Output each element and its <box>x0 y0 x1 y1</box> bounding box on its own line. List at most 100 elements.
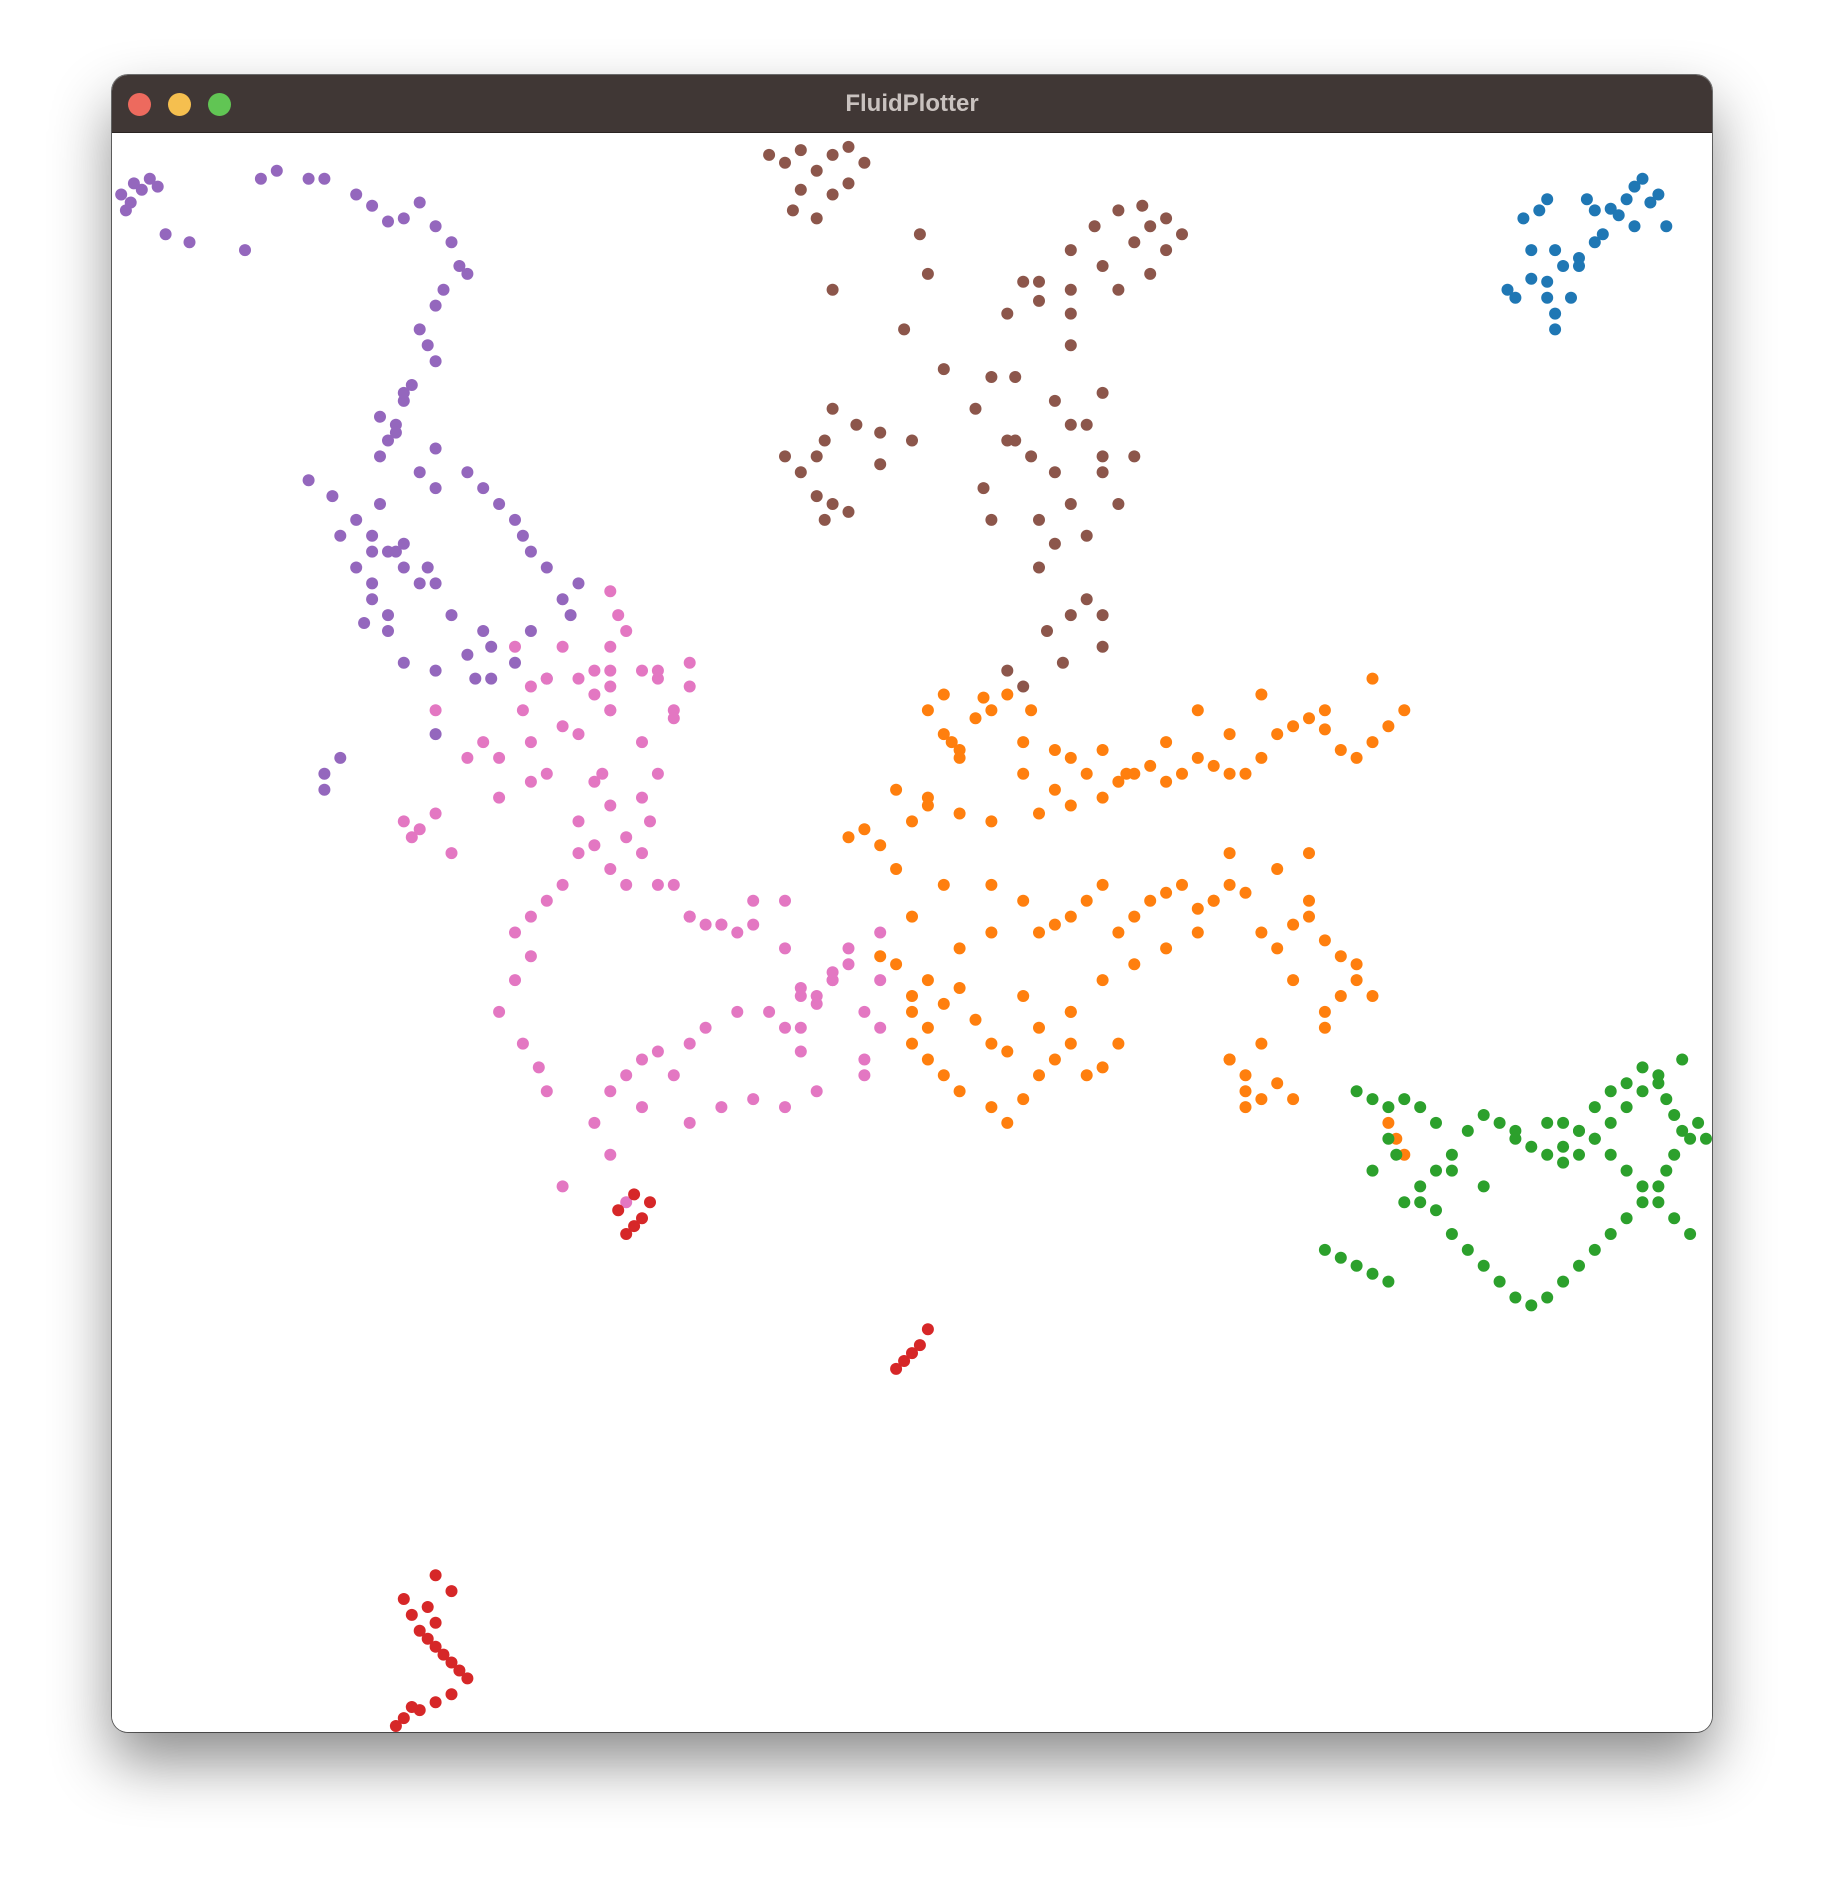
data-point <box>1652 188 1665 201</box>
data-point <box>1525 244 1538 257</box>
data-point <box>1239 1101 1252 1114</box>
data-point <box>326 490 339 503</box>
data-point <box>429 1616 442 1629</box>
data-point <box>874 926 887 939</box>
data-point <box>826 188 839 201</box>
data-point <box>1271 942 1284 955</box>
data-point <box>1636 1085 1649 1098</box>
data-point <box>493 1005 506 1018</box>
data-point <box>1668 1109 1681 1121</box>
data-point <box>1652 1196 1665 1209</box>
data-point <box>334 529 347 542</box>
data-point <box>572 577 585 590</box>
series-4 <box>842 672 1411 1161</box>
data-point <box>1588 204 1601 217</box>
data-point <box>1064 339 1077 352</box>
data-point <box>1223 767 1236 780</box>
data-point <box>1676 1124 1689 1137</box>
series-2 <box>115 164 585 796</box>
data-point <box>366 199 379 212</box>
data-point <box>1334 990 1347 1002</box>
data-point <box>1048 394 1061 407</box>
data-point <box>826 148 839 161</box>
data-point <box>683 656 696 669</box>
data-point <box>1628 220 1641 233</box>
data-point <box>826 498 839 510</box>
data-point <box>302 474 315 487</box>
data-point <box>1684 1228 1697 1240</box>
data-point <box>890 958 903 971</box>
data-point <box>1128 910 1141 923</box>
data-point <box>1017 736 1030 749</box>
data-point <box>842 831 855 844</box>
data-point <box>1525 1299 1538 1312</box>
data-point <box>810 1085 823 1098</box>
data-point <box>572 728 585 741</box>
data-point <box>779 450 791 463</box>
data-point <box>985 704 998 717</box>
data-point <box>429 1696 442 1709</box>
data-point <box>596 767 609 780</box>
data-point <box>556 1180 569 1193</box>
data-point <box>1033 513 1045 526</box>
title-bar[interactable]: FluidPlotter <box>112 75 1712 133</box>
data-point <box>516 1037 529 1050</box>
data-point <box>747 918 760 931</box>
data-point <box>1001 664 1014 677</box>
data-point <box>794 144 807 157</box>
data-point <box>1255 1093 1268 1106</box>
data-point <box>429 1640 442 1653</box>
data-point <box>953 942 966 955</box>
data-point <box>1064 283 1077 296</box>
data-point <box>1596 228 1609 241</box>
data-point <box>1573 260 1585 272</box>
zoom-button[interactable] <box>208 93 231 116</box>
data-point <box>620 1069 633 1082</box>
data-point <box>350 513 363 526</box>
data-point <box>842 505 855 518</box>
data-point <box>1017 275 1030 288</box>
data-point <box>1541 1116 1554 1129</box>
data-point <box>620 878 633 891</box>
data-point <box>453 260 466 272</box>
data-point <box>1334 744 1347 756</box>
data-point <box>1549 244 1562 257</box>
data-point <box>1064 498 1077 510</box>
close-button[interactable] <box>128 93 151 116</box>
data-point <box>1128 767 1141 780</box>
data-point <box>1144 894 1157 907</box>
data-point <box>509 513 521 526</box>
data-point <box>1160 212 1173 225</box>
data-point <box>461 751 474 764</box>
data-point <box>1382 1116 1395 1129</box>
data-point <box>1430 1116 1442 1129</box>
minimize-button[interactable] <box>168 93 191 116</box>
scatter-plot-area[interactable] <box>112 133 1712 1732</box>
data-point <box>1350 958 1363 971</box>
data-point <box>779 1101 791 1114</box>
data-point <box>1604 1085 1617 1098</box>
data-point <box>509 640 521 653</box>
data-point <box>318 783 331 796</box>
data-point <box>1033 807 1045 820</box>
data-point <box>1001 1116 1014 1129</box>
data-point <box>1477 1180 1490 1193</box>
data-point <box>1580 193 1593 206</box>
data-point <box>1565 291 1577 304</box>
data-point <box>1700 1132 1712 1145</box>
data-point <box>1096 878 1109 891</box>
data-point <box>366 577 379 590</box>
data-point <box>1255 926 1268 939</box>
data-point <box>636 1212 648 1225</box>
data-point <box>937 363 950 376</box>
data-point <box>254 172 267 185</box>
data-point <box>1176 767 1188 780</box>
data-point <box>1239 886 1252 899</box>
data-point <box>1017 894 1030 907</box>
data-point <box>1112 283 1125 296</box>
data-point <box>421 339 434 352</box>
data-point <box>604 664 617 677</box>
data-point <box>556 720 569 733</box>
data-point <box>461 466 474 479</box>
data-point <box>644 1196 656 1209</box>
